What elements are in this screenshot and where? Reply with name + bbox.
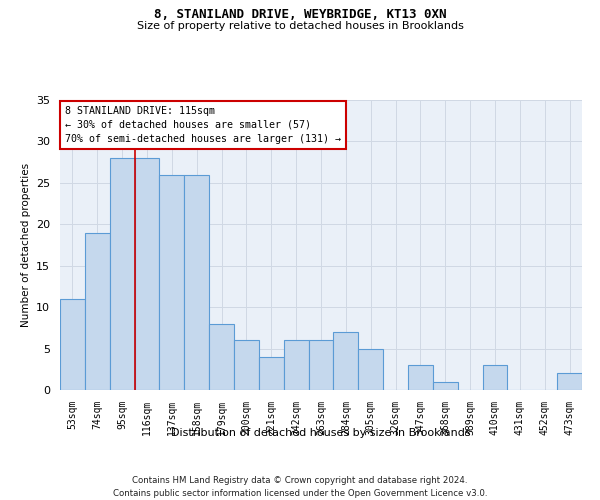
Bar [184,174,209,390]
Bar [358,348,383,390]
Text: 8, STANILAND DRIVE, WEYBRIDGE, KT13 0XN: 8, STANILAND DRIVE, WEYBRIDGE, KT13 0XN [154,8,446,20]
Bar [60,299,85,390]
Bar [234,340,259,390]
Text: Contains public sector information licensed under the Open Government Licence v3: Contains public sector information licen… [113,489,487,498]
Bar [259,357,284,390]
Bar [85,232,110,390]
Bar [408,365,433,390]
Y-axis label: Number of detached properties: Number of detached properties [20,163,31,327]
Bar [134,158,160,390]
Text: Size of property relative to detached houses in Brooklands: Size of property relative to detached ho… [137,21,463,31]
Text: Distribution of detached houses by size in Brooklands: Distribution of detached houses by size … [171,428,471,438]
Bar [209,324,234,390]
Bar [334,332,358,390]
Text: 8 STANILAND DRIVE: 115sqm
← 30% of detached houses are smaller (57)
70% of semi-: 8 STANILAND DRIVE: 115sqm ← 30% of detac… [65,106,341,144]
Text: Contains HM Land Registry data © Crown copyright and database right 2024.: Contains HM Land Registry data © Crown c… [132,476,468,485]
Bar [284,340,308,390]
Bar [110,158,134,390]
Bar [433,382,458,390]
Bar [557,374,582,390]
Bar [308,340,334,390]
Bar [482,365,508,390]
Bar [160,174,184,390]
